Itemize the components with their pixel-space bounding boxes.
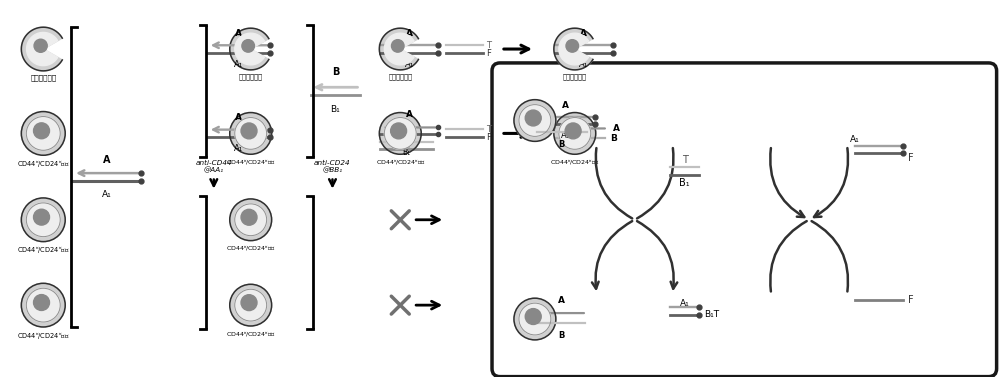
Text: F: F [486, 133, 491, 142]
Circle shape [241, 295, 257, 311]
Text: A: A [235, 29, 242, 38]
Text: CD44$^{阴}$/CD24$^{阴}$细胞: CD44$^{阴}$/CD24$^{阴}$细胞 [226, 245, 275, 254]
Text: B: B [559, 331, 565, 340]
Text: 乳腺癌干细胞: 乳腺癌干细胞 [30, 75, 56, 81]
Text: F: F [908, 295, 913, 305]
Text: A: A [613, 124, 620, 133]
Text: B: B [559, 140, 565, 149]
Circle shape [565, 123, 581, 139]
Polygon shape [379, 28, 418, 70]
Circle shape [379, 113, 421, 154]
Text: A₁: A₁ [234, 60, 243, 69]
Circle shape [230, 284, 272, 326]
Circle shape [519, 105, 551, 136]
Circle shape [235, 204, 267, 235]
Text: A₁: A₁ [561, 132, 570, 140]
Text: T: T [682, 155, 687, 165]
Circle shape [384, 118, 416, 149]
Circle shape [21, 198, 65, 242]
Polygon shape [230, 28, 269, 70]
Text: T: T [486, 125, 491, 134]
Circle shape [519, 303, 551, 335]
Text: A₁: A₁ [234, 144, 243, 153]
Text: A: A [103, 155, 111, 165]
Text: CD44$^{阴}$/CD24$^{阴}$细胞: CD44$^{阴}$/CD24$^{阴}$细胞 [226, 330, 275, 339]
Text: F: F [486, 48, 491, 57]
Text: B₁: B₁ [331, 105, 340, 114]
Circle shape [235, 289, 267, 321]
Circle shape [230, 199, 272, 241]
Circle shape [26, 116, 60, 150]
Text: A: A [235, 113, 242, 122]
Circle shape [241, 209, 257, 225]
Circle shape [34, 39, 47, 52]
Text: A₁: A₁ [850, 135, 860, 144]
Text: CD44$^{阳}$/CD24$^{阳}$细胞: CD44$^{阳}$/CD24$^{阳}$细胞 [226, 158, 275, 167]
Text: CD44$^{阴}$/CD24$^{阴}$细胞: CD44$^{阴}$/CD24$^{阴}$细胞 [17, 331, 70, 342]
Polygon shape [27, 33, 58, 66]
Text: anti-CD24
@BB₁: anti-CD24 @BB₁ [314, 160, 351, 174]
Text: B₁: B₁ [679, 178, 690, 188]
Text: B₁: B₁ [402, 148, 410, 157]
Text: A₁: A₁ [405, 60, 414, 69]
Text: A₁: A₁ [680, 299, 689, 308]
Circle shape [566, 40, 579, 52]
Text: 乳腺癌干细胞: 乳腺癌干细胞 [239, 74, 263, 81]
Circle shape [525, 308, 541, 324]
Text: A₁: A₁ [102, 190, 112, 199]
Text: A: A [562, 101, 569, 110]
Circle shape [514, 100, 556, 141]
Circle shape [514, 298, 556, 340]
Text: CD44$^{阳}$/CD24$^{阳}$细胞: CD44$^{阳}$/CD24$^{阳}$细胞 [550, 158, 600, 167]
Polygon shape [559, 33, 589, 65]
Polygon shape [21, 27, 62, 71]
Circle shape [559, 118, 591, 149]
Text: A₁: A₁ [579, 60, 588, 69]
Circle shape [554, 113, 596, 154]
Circle shape [34, 294, 49, 310]
Circle shape [34, 209, 49, 225]
Text: A₁: A₁ [405, 133, 413, 143]
FancyBboxPatch shape [492, 63, 997, 376]
Text: B: B [610, 134, 617, 143]
Circle shape [21, 112, 65, 155]
Text: B₁T: B₁T [704, 310, 720, 319]
Circle shape [235, 118, 267, 149]
Circle shape [26, 203, 60, 237]
Circle shape [34, 123, 49, 139]
Polygon shape [384, 33, 414, 65]
Circle shape [230, 113, 272, 154]
Text: F: F [908, 153, 913, 163]
Text: 乳腺癌干细胞: 乳腺癌干细胞 [388, 74, 412, 81]
Text: CD44$^{阳}$/CD24$^{阳}$细胞: CD44$^{阳}$/CD24$^{阳}$细胞 [17, 159, 70, 170]
Circle shape [21, 283, 65, 327]
Text: A: A [406, 110, 413, 119]
Circle shape [241, 123, 257, 139]
Circle shape [391, 123, 407, 139]
Text: B: B [332, 67, 339, 77]
Text: CD44$^{阳}$/CD24$^{阳}$细胞: CD44$^{阳}$/CD24$^{阳}$细胞 [376, 158, 425, 167]
Circle shape [525, 110, 541, 126]
Polygon shape [235, 33, 264, 65]
Text: CD44$^{阴}$/CD24$^{阳}$细胞: CD44$^{阴}$/CD24$^{阳}$细胞 [17, 246, 70, 256]
Circle shape [391, 40, 404, 52]
Circle shape [242, 40, 254, 52]
Text: A: A [406, 29, 413, 38]
Polygon shape [554, 28, 593, 70]
Text: B: B [403, 141, 409, 150]
Circle shape [26, 288, 60, 322]
Text: A: A [558, 296, 565, 305]
Text: anti-CD44
@AA₁: anti-CD44 @AA₁ [195, 160, 232, 174]
Text: A: A [580, 29, 587, 38]
Text: 乳腺癌干细胞: 乳腺癌干细胞 [563, 74, 587, 81]
Text: T: T [486, 40, 491, 50]
